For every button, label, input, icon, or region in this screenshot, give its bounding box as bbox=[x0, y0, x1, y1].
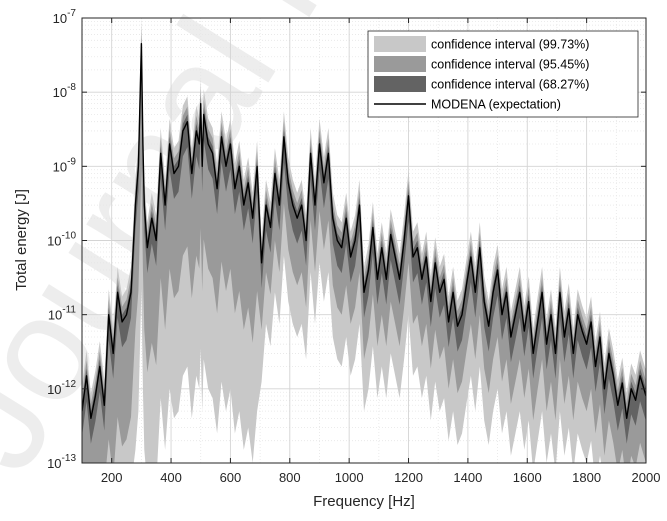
x-tick-label: 600 bbox=[220, 470, 242, 485]
series-line-modena bbox=[82, 43, 646, 419]
axes: 200 400 600 800 1000 1200 1400 1600 1800 2000 10-1… bbox=[47, 8, 660, 485]
x-tick-label: 1200 bbox=[394, 470, 423, 485]
y-tick-label: 10-7 bbox=[53, 8, 77, 26]
confidence-band-2 bbox=[82, 28, 646, 463]
x-tick-label: 1600 bbox=[513, 470, 542, 485]
y-tick-label: 10-11 bbox=[48, 305, 77, 323]
x-tick-label: 2000 bbox=[632, 470, 661, 485]
legend: confidence interval (99.73%) confidence i… bbox=[367, 30, 639, 118]
legend-swatch bbox=[374, 56, 426, 72]
x-tick-label: 1000 bbox=[335, 470, 364, 485]
x-tick-label: 200 bbox=[101, 470, 123, 485]
x-tick-label: 1400 bbox=[453, 470, 482, 485]
y-axis-label: Total energy [J] bbox=[13, 189, 30, 291]
legend-label: confidence interval (99.73%) bbox=[431, 38, 589, 52]
y-tick-label: 10-13 bbox=[47, 453, 76, 471]
confidence-bands bbox=[82, 18, 646, 463]
y-tick-label: 10-8 bbox=[53, 82, 77, 100]
legend-label: confidence interval (68.27%) bbox=[431, 78, 589, 92]
legend-label: confidence interval (95.45%) bbox=[431, 58, 589, 72]
legend-swatch bbox=[374, 36, 426, 52]
y-tick-label: 10-10 bbox=[47, 231, 76, 249]
x-tick-label: 800 bbox=[279, 470, 301, 485]
x-tick-label: 1800 bbox=[572, 470, 601, 485]
legend-swatch bbox=[374, 76, 426, 92]
y-tick-label: 10-12 bbox=[47, 379, 76, 397]
x-axis-label: Frequency [Hz] bbox=[313, 493, 415, 510]
y-tick-label: 10-9 bbox=[53, 156, 77, 174]
x-tick-label: 400 bbox=[160, 470, 182, 485]
legend-label: MODENA (expectation) bbox=[431, 98, 561, 112]
